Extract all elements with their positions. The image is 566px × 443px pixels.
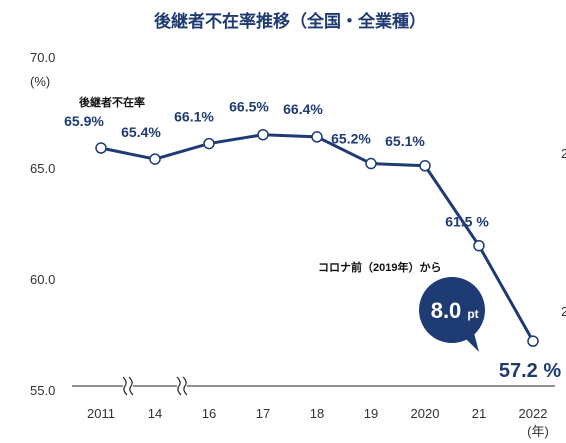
axis-break-marks (122, 376, 188, 396)
x-tick-label: 21 (472, 406, 486, 421)
data-label: 66.4% (283, 101, 323, 117)
series-markers (95, 128, 539, 347)
x-tick-label: 16 (202, 406, 216, 421)
edge-fragment: 2 (561, 304, 566, 319)
data-label: 66.5% (229, 99, 269, 115)
data-point (527, 335, 539, 347)
series-name-label: 後継者不在率 (79, 95, 145, 109)
annotation-text: コロナ前（2019年）から (318, 260, 441, 274)
data-label: 65.2% (331, 131, 371, 147)
chart-title: 後継者不在率推移（全国・全業種） (154, 11, 426, 31)
data-label: 57.2 % (499, 360, 561, 382)
x-axis-ticks: 2011 14 16 17 18 19 2020 21 2022 (87, 406, 547, 421)
axis-break-mark (122, 376, 134, 396)
data-point (365, 157, 377, 170)
x-unit-label: (年) (527, 424, 549, 439)
data-label: 65.1% (385, 133, 425, 149)
data-point (419, 160, 431, 172)
y-tick-label: 60.0 (30, 272, 55, 287)
y-tick-label: 65.0 (30, 161, 55, 176)
y-tick-label: 70.0 (30, 50, 55, 65)
data-labels: 65.9% 65.4% 66.1% 66.5% 66.4% 65.2% 65.1% 61.5 … (64, 99, 561, 382)
data-label: 65.4% (121, 124, 161, 140)
x-tick-label: 18 (310, 406, 324, 421)
x-tick-label: 19 (364, 406, 378, 421)
x-tick-label: 2020 (411, 406, 440, 421)
x-tick-label: 17 (256, 406, 270, 421)
bubble-unit: pt (467, 307, 478, 321)
bubble-shape (419, 277, 485, 343)
bubble-tail (465, 333, 479, 352)
axis-break-mark (176, 376, 188, 396)
x-tick-label: 2022 (519, 406, 548, 421)
edge-fragment: 2 (561, 146, 566, 161)
data-label: 66.1% (174, 109, 214, 125)
data-point (311, 131, 323, 143)
data-point (257, 128, 269, 141)
x-tick-label: 14 (148, 406, 162, 421)
y-axis-ticks: 55.0 60.0 65.0 70.0 (30, 50, 55, 398)
data-point (203, 137, 215, 150)
y-unit-label: (%) (30, 74, 50, 89)
bubble-value: 8.0 (431, 298, 462, 323)
x-tick-label: 2011 (87, 406, 115, 421)
data-point (149, 153, 161, 165)
data-point (473, 239, 485, 252)
annotation-bubble: 8.0 pt (419, 277, 485, 352)
data-point (95, 142, 107, 154)
data-label: 61.5 % (445, 214, 489, 230)
data-label: 65.9% (64, 113, 104, 129)
y-tick-label: 55.0 (30, 383, 55, 398)
